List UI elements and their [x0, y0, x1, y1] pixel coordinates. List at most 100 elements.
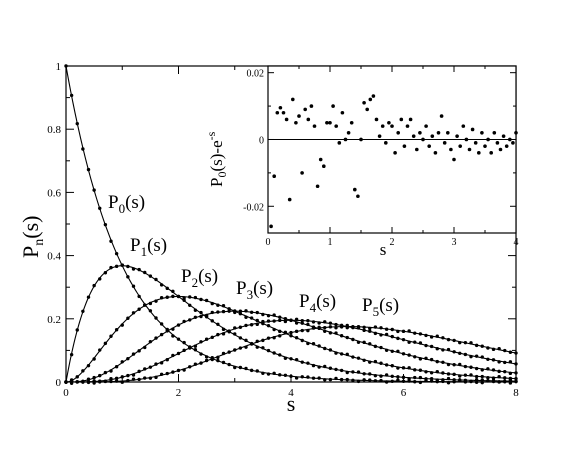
- point-P5(s): [497, 346, 501, 351]
- point-P1(s): [345, 370, 349, 375]
- point-P4(s): [249, 323, 254, 327]
- point-P3(s): [497, 369, 501, 374]
- point-P1(s): [384, 373, 389, 377]
- point-P4(s): [227, 329, 231, 333]
- point-P5(s): [64, 380, 68, 384]
- point-P4(s): [323, 320, 327, 324]
- point-P3(s): [266, 313, 271, 318]
- point-P1(s): [469, 379, 473, 384]
- point-P1(s): [238, 336, 243, 340]
- inset-point: [449, 147, 453, 152]
- point-P5(s): [148, 376, 153, 380]
- point-P5(s): [238, 346, 243, 350]
- point-P4(s): [216, 332, 220, 337]
- point-P2(s): [204, 298, 209, 303]
- point-P4(s): [368, 329, 372, 333]
- point-P5(s): [356, 324, 361, 329]
- point-P5(s): [289, 330, 293, 335]
- point-P3(s): [249, 310, 254, 314]
- point-P2(s): [114, 328, 119, 332]
- point-P0(s): [328, 377, 333, 382]
- point-P0(s): [182, 340, 186, 345]
- point-P2(s): [390, 364, 394, 368]
- point-P1(s): [429, 376, 434, 381]
- point-P2(s): [514, 376, 518, 381]
- point-P2(s): [334, 351, 338, 355]
- point-P1(s): [182, 298, 186, 302]
- point-P4(s): [137, 369, 141, 374]
- point-P5(s): [188, 365, 192, 369]
- point-P5(s): [126, 378, 130, 383]
- inset-point: [464, 137, 469, 142]
- inset-point: [278, 105, 283, 110]
- point-P1(s): [328, 366, 333, 370]
- point-P2(s): [266, 323, 271, 328]
- point-P0(s): [362, 378, 366, 382]
- point-P1(s): [294, 357, 299, 362]
- point-P4(s): [148, 365, 153, 369]
- point-P1(s): [199, 310, 203, 315]
- point-P3(s): [126, 356, 130, 361]
- main-y-tick-label: 0.6: [47, 187, 61, 199]
- inset-point: [492, 131, 497, 135]
- inset-point: [486, 137, 490, 142]
- point-P1(s): [356, 370, 361, 374]
- point-P3(s): [486, 367, 490, 371]
- point-P4(s): [452, 350, 456, 354]
- inset-point: [356, 194, 360, 199]
- point-P3(s): [356, 340, 361, 344]
- point-P2(s): [323, 346, 327, 351]
- point-P4(s): [210, 335, 214, 340]
- point-P0(s): [272, 371, 276, 375]
- point-P2(s): [407, 366, 411, 370]
- point-P4(s): [238, 325, 243, 329]
- point-P5(s): [154, 375, 158, 380]
- point-P3(s): [171, 327, 175, 331]
- main-y-tick-label: 1: [56, 61, 62, 73]
- inset-point: [480, 131, 484, 135]
- point-P4(s): [278, 318, 282, 323]
- point-P5(s): [435, 334, 439, 338]
- point-P5(s): [283, 331, 288, 335]
- point-P0(s): [401, 379, 406, 383]
- point-P0(s): [199, 352, 203, 356]
- point-P5(s): [491, 347, 496, 352]
- inset-point: [371, 94, 376, 98]
- point-P2(s): [159, 296, 164, 300]
- point-P4(s): [503, 360, 507, 365]
- inset-point: [387, 120, 391, 125]
- point-P1(s): [143, 270, 147, 275]
- point-P4(s): [514, 362, 518, 366]
- point-P3(s): [199, 314, 203, 319]
- point-P0(s): [255, 369, 259, 373]
- point-P1(s): [75, 328, 79, 332]
- point-P2(s): [193, 295, 198, 300]
- point-P5(s): [294, 329, 299, 334]
- point-P0(s): [306, 375, 310, 379]
- point-P4(s): [283, 319, 288, 324]
- point-P4(s): [289, 318, 293, 323]
- inset-point: [467, 147, 472, 152]
- point-P2(s): [474, 374, 479, 379]
- inset-point: [402, 144, 407, 148]
- point-P5(s): [368, 326, 372, 331]
- point-P5(s): [103, 379, 108, 384]
- point-P4(s): [165, 357, 169, 362]
- point-P1(s): [120, 263, 124, 267]
- point-P5(s): [199, 361, 203, 365]
- point-P1(s): [334, 367, 338, 372]
- inset-point: [384, 141, 388, 145]
- point-P1(s): [407, 377, 411, 381]
- main-x-tick-label: 2: [176, 387, 182, 399]
- point-P3(s): [109, 369, 113, 373]
- point-P1(s): [514, 379, 518, 383]
- point-P3(s): [491, 368, 496, 372]
- inset-x-tick-label: 3: [452, 237, 457, 248]
- inset-point: [343, 137, 348, 142]
- point-P2(s): [424, 370, 428, 374]
- point-P0(s): [176, 337, 181, 341]
- inset-point: [483, 144, 487, 148]
- point-P0(s): [103, 222, 108, 227]
- point-P3(s): [339, 334, 344, 338]
